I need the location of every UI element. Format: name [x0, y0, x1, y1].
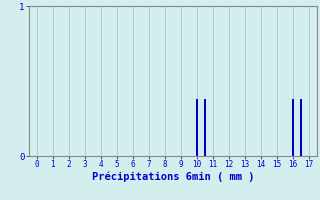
Bar: [292, 99, 294, 156]
Bar: [204, 99, 206, 156]
Bar: [300, 99, 302, 156]
Bar: [196, 99, 198, 156]
X-axis label: Précipitations 6min ( mm ): Précipitations 6min ( mm ): [92, 172, 254, 182]
